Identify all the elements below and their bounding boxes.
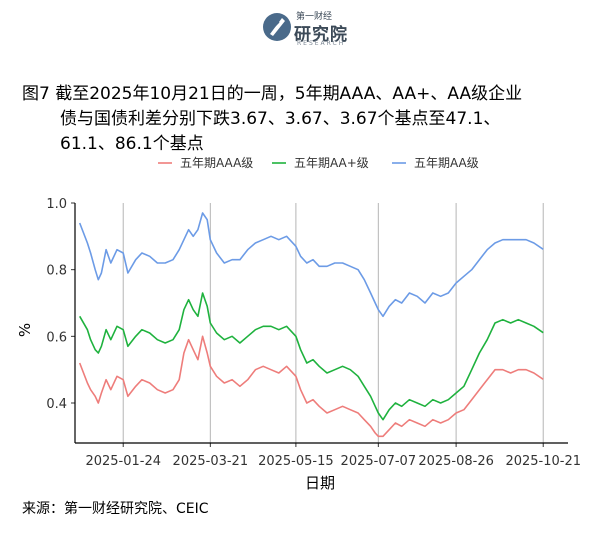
legend-label-3: 五年期AA级 [414,156,479,170]
series-line-1 [78,335,544,438]
x-tick-label: 2025-03-21 [173,454,249,469]
y-tick-label: 0.6 [46,330,67,345]
logo-emblem-icon [263,13,291,41]
figure-title-line-3: 61.1、86.1个基点 [60,134,204,154]
x-tick-label: 2025-05-15 [258,454,334,469]
y-tick-label: 0.4 [46,397,67,412]
x-axis-label: 日期 [305,474,335,492]
logo-small-text: 第一财经 [296,12,333,22]
figure-title-line-1: 图7 截至2025年10月21日的一周，5年期AAA、AA+、AA级企业 [22,84,523,104]
figure-title: 图7 截至2025年10月21日的一周，5年期AAA、AA+、AA级企业 债与国… [22,82,592,157]
legend-label-1: 五年期AAA级 [180,156,253,170]
research-institute-logo: 第一财经 研究院 RESEARCH [262,8,362,48]
x-tick-label: 2025-08-26 [418,454,494,469]
chart-series [78,212,544,438]
y-axis-label: % [16,323,34,337]
logo-english-text: RESEARCH [297,40,346,47]
y-tick-label: 0.8 [46,264,67,279]
chart-axes: 2025-01-24 2025-03-21 2025-05-15 2025-07-07… [46,197,581,469]
x-tick-label: 2025-07-07 [341,454,417,469]
figure-title-line-2: 债与国债利差分别下跌3.67、3.67、3.67个基点至47.1、 [60,109,501,129]
logo-main-text: 研究院 [294,25,348,45]
series-line-3 [78,212,544,318]
legend-label-2: 五年期AA+级 [294,156,369,170]
series-line-2 [79,292,544,421]
source-note: 来源：第一财经研究院、CEIC [22,501,209,517]
chart-legend: 五年期AAA级 五年期AA+级 五年期AA级 [158,156,479,170]
x-tick-label: 2025-01-24 [85,454,161,469]
x-tick-label: 2025-10-21 [505,454,581,469]
chart-gridlines [122,203,544,443]
y-tick-label: 1.0 [46,197,67,212]
